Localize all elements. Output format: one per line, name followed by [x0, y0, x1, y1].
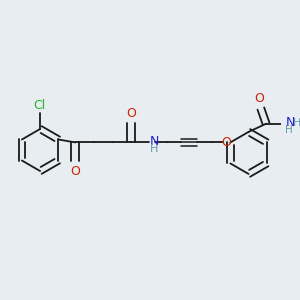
Text: O: O: [254, 92, 264, 105]
Text: N: N: [150, 135, 159, 148]
Text: H: H: [285, 125, 293, 135]
Text: H: H: [293, 118, 300, 128]
Text: N: N: [285, 116, 295, 129]
Text: O: O: [221, 136, 231, 149]
Text: O: O: [126, 107, 136, 120]
Text: O: O: [70, 166, 80, 178]
Text: Cl: Cl: [34, 99, 46, 112]
Text: H: H: [150, 144, 158, 154]
